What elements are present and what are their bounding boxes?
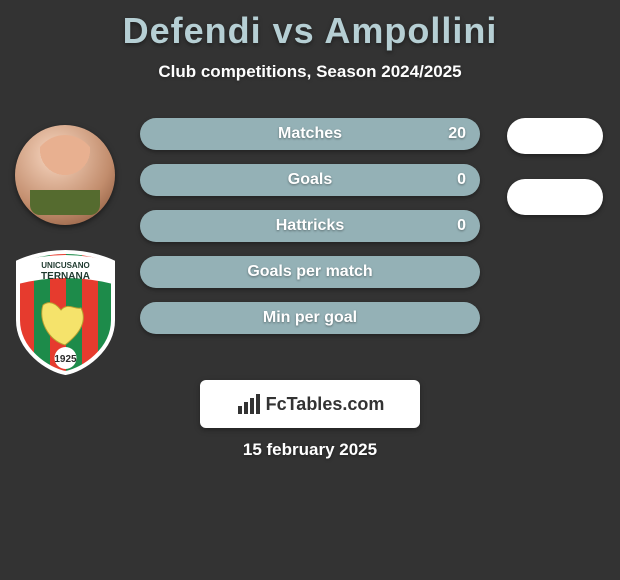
date-label: 15 february 2025 [0, 440, 620, 460]
page-title: Defendi vs Ampollini [0, 0, 620, 52]
stat-label: Min per goal [263, 309, 357, 327]
club-logo-year: 1925 [54, 354, 77, 365]
stat-label: Hattricks [276, 217, 344, 235]
stat-pill-min-per-goal: Min per goal [140, 302, 480, 334]
stats-list: Matches 20 Goals 0 Hattricks 0 Goals per… [140, 118, 480, 334]
player-avatar [15, 125, 115, 225]
stat-label: Goals [288, 171, 332, 189]
right-player-column [500, 118, 610, 215]
stat-label: Matches [278, 125, 342, 143]
opponent-oval [507, 179, 603, 215]
comparison-card: Defendi vs Ampollini Club competitions, … [0, 0, 620, 580]
footer-brand-badge: FcTables.com [200, 380, 420, 428]
left-player-column: UNICUSANO TERNANA 1925 [10, 125, 120, 375]
stat-pill-hattricks: Hattricks 0 [140, 210, 480, 242]
stat-value: 0 [457, 164, 466, 196]
stat-label: Goals per match [247, 263, 372, 281]
club-logo-top-text: UNICUSANO [41, 261, 89, 270]
stat-pill-goals: Goals 0 [140, 164, 480, 196]
stat-pill-matches: Matches 20 [140, 118, 480, 150]
stat-pill-goals-per-match: Goals per match [140, 256, 480, 288]
club-logo-main-text: TERNANA [41, 271, 90, 282]
stat-value: 20 [448, 118, 466, 150]
stat-value: 0 [457, 210, 466, 242]
player-silhouette [30, 135, 100, 215]
opponent-oval [507, 118, 603, 154]
shield-icon: UNICUSANO TERNANA 1925 [13, 250, 118, 375]
club-logo: UNICUSANO TERNANA 1925 [13, 250, 118, 375]
page-subtitle: Club competitions, Season 2024/2025 [0, 62, 620, 82]
footer-brand-text: FcTables.com [266, 394, 385, 415]
bar-chart-icon [236, 392, 260, 416]
